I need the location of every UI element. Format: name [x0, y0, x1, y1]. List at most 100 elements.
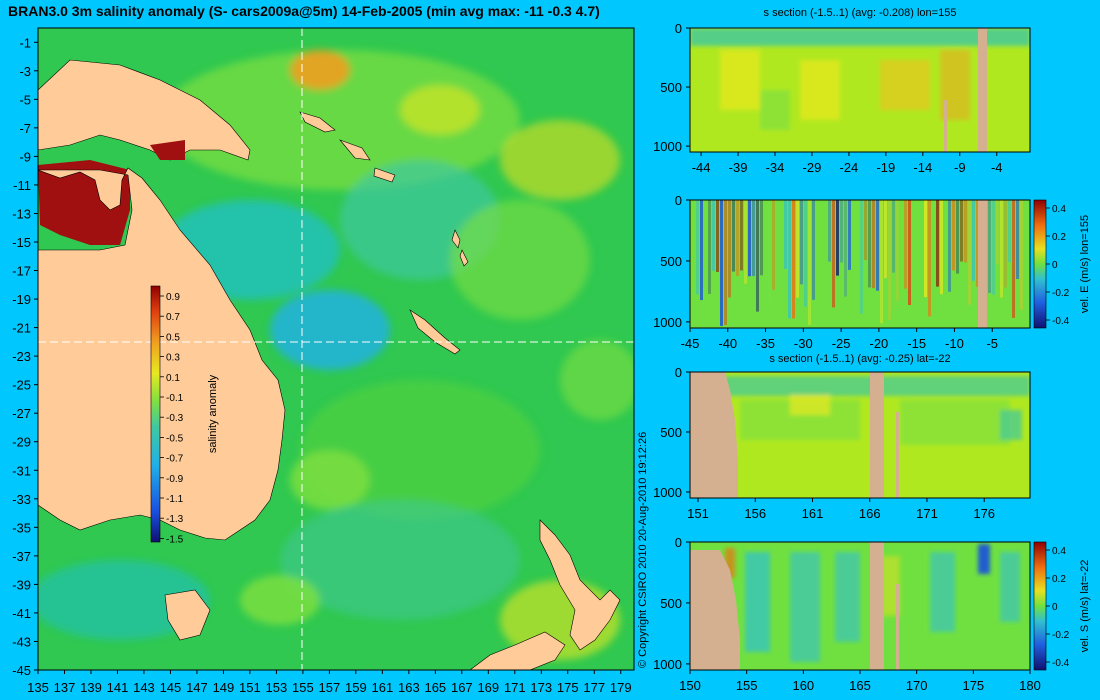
map-lat-tick-label: -7 — [19, 121, 31, 136]
panel4-colorbar: 0.4 0.2 0 -0.2 -0.4 vel. S (m/s) lat=-22 — [1033, 541, 1091, 671]
map-lon-tick-label: 135 — [27, 680, 49, 695]
panel4-colorbar-label: vel. S (m/s) lat=-22 — [1079, 560, 1091, 653]
panel-x-tick-label: -25 — [832, 336, 851, 351]
velocity-stripe — [808, 200, 811, 326]
map-lon-tick-label: 177 — [583, 680, 605, 695]
velocity-stripe — [1020, 200, 1023, 310]
velocity-stripe — [740, 200, 743, 271]
panel-y-tick-label: 0 — [675, 365, 682, 380]
velocity-stripe — [940, 200, 943, 295]
velocity-stripe — [844, 200, 847, 297]
velocity-stripe — [868, 200, 871, 288]
velocity-stripe — [736, 200, 739, 276]
panel-x-tick-label: 155 — [736, 678, 758, 693]
velocity-stripe — [760, 200, 763, 276]
velocity-stripe — [856, 200, 859, 285]
panel3-topography — [690, 372, 738, 498]
map-colorbar-tick-label: 0.7 — [166, 312, 180, 323]
velocity-stripe — [912, 200, 915, 307]
panel4-plot — [690, 542, 1030, 670]
velocity-colorbar-tick-label: -0.2 — [1052, 288, 1070, 299]
map-lat-tick-label: -29 — [12, 435, 31, 450]
velocity-stripe — [704, 200, 707, 314]
panel-y-tick-label: 1000 — [653, 657, 682, 672]
panel-x-tick-label: 180 — [1019, 678, 1041, 693]
panel1-axes: 0 500 1000 -44 -39 -34 -29 -24 -19 -14 -9 -4 — [653, 21, 1002, 175]
velocity-stripe — [812, 200, 815, 300]
panel-x-tick-label: -9 — [954, 160, 966, 175]
map-colorbar-tick-label: -0.9 — [166, 474, 184, 485]
map-colorbar-tick-label: -1.3 — [166, 514, 184, 525]
panel-x-tick-label: 161 — [802, 506, 824, 521]
velocity-stripe — [840, 200, 843, 263]
panel-x-tick-label: -15 — [907, 336, 926, 351]
velocity-stripe — [928, 200, 931, 317]
map-lat-tick-label: -21 — [12, 321, 31, 336]
panel4-colorbar-gradient — [1033, 541, 1047, 671]
map-title: BRAN3.0 3m salinity anomaly (S- cars2009… — [8, 3, 600, 19]
velocity-stripe — [720, 200, 723, 326]
panel-y-tick-label: 1000 — [653, 315, 682, 330]
map-lat-tick-label: -3 — [19, 64, 31, 79]
map-lon-tick-label: 147 — [186, 680, 208, 695]
panel-x-tick-label: -30 — [794, 336, 813, 351]
velocity-stripe — [968, 200, 971, 305]
velocity-stripe — [996, 200, 999, 265]
panel3-title: s section (-1.5..1) (avg: -0.25) lat=-22 — [769, 353, 950, 365]
panel-x-tick-label: -24 — [840, 160, 859, 175]
map-lon-tick-label: 165 — [424, 680, 446, 695]
map-lat-tick-label: -13 — [12, 206, 31, 221]
map-lon-tick-label: 173 — [530, 680, 552, 695]
map-colorbar-ticks: 0.9 0.7 0.5 0.3 0.1 -0.1 -0.3 -0.5 -0.7 -0.9 -1.1 -… — [160, 292, 184, 545]
map-frame — [37, 27, 635, 671]
velocity-stripe — [852, 200, 855, 280]
panel4-topography — [690, 550, 740, 670]
panel3-plot — [690, 372, 1030, 498]
velocity-stripe — [832, 200, 835, 308]
map-lon-tick-label: 141 — [107, 680, 129, 695]
velocity-stripe — [788, 200, 791, 319]
panel2-plot — [690, 200, 1030, 328]
velocity-stripe — [804, 200, 807, 307]
panel-y-tick-label: 500 — [660, 254, 682, 269]
panel-x-tick-label: 160 — [792, 678, 814, 693]
map-colorbar: 0.9 0.7 0.5 0.3 0.1 -0.1 -0.3 -0.5 -0.7 -0.9 -1.1 -… — [150, 285, 219, 545]
velocity-stripe — [752, 200, 755, 277]
velocity-stripe — [820, 200, 823, 300]
velocity-stripe — [932, 200, 935, 327]
panel-y-tick-label: 500 — [660, 596, 682, 611]
map-lon-tick-label: 151 — [239, 680, 261, 695]
map-colorbar-tick-label: -0.7 — [166, 454, 184, 465]
map-lat-tick-label: -15 — [12, 235, 31, 250]
panel1-topography — [978, 28, 987, 152]
panel1-title: s section (-1.5..1) (avg: -0.208) lon=15… — [764, 7, 957, 19]
panel-x-tick-label: 175 — [962, 678, 984, 693]
map-lon-tick-label: 153 — [266, 680, 288, 695]
velocity-stripe — [920, 200, 923, 308]
panel1-plot — [690, 28, 1030, 152]
map-colorbar-gradient — [150, 285, 161, 543]
map-lon-tick-label: 167 — [451, 680, 473, 695]
velocity-stripe — [836, 200, 839, 276]
velocity-stripe — [976, 200, 979, 287]
velocity-stripe — [692, 200, 695, 268]
velocity-stripe — [828, 200, 831, 262]
velocity-stripe — [1024, 200, 1027, 303]
panel-x-tick-label: 176 — [973, 506, 995, 521]
map-lon-tick-label: 171 — [504, 680, 526, 695]
velocity-stripe — [724, 200, 727, 325]
velocity-stripe — [988, 200, 991, 293]
panel-x-tick-label: 166 — [859, 506, 881, 521]
velocity-stripe — [908, 200, 911, 306]
map-lat-tick-label: -37 — [12, 549, 31, 564]
panel-x-tick-label: -5 — [986, 336, 998, 351]
velocity-stripe — [764, 200, 767, 264]
panel-y-tick-label: 0 — [675, 21, 682, 36]
velocity-stripe — [796, 200, 799, 298]
velocity-stripe — [780, 200, 783, 278]
panel4-axes: 0 500 1000 150 155 160 165 170 175 180 — [653, 535, 1041, 693]
velocity-stripe — [824, 200, 827, 314]
map-lon-tick-label: 149 — [213, 680, 235, 695]
map-colorbar-tick-label: -1.1 — [166, 494, 184, 505]
velocity-colorbar-tick-label: -0.4 — [1052, 658, 1070, 669]
